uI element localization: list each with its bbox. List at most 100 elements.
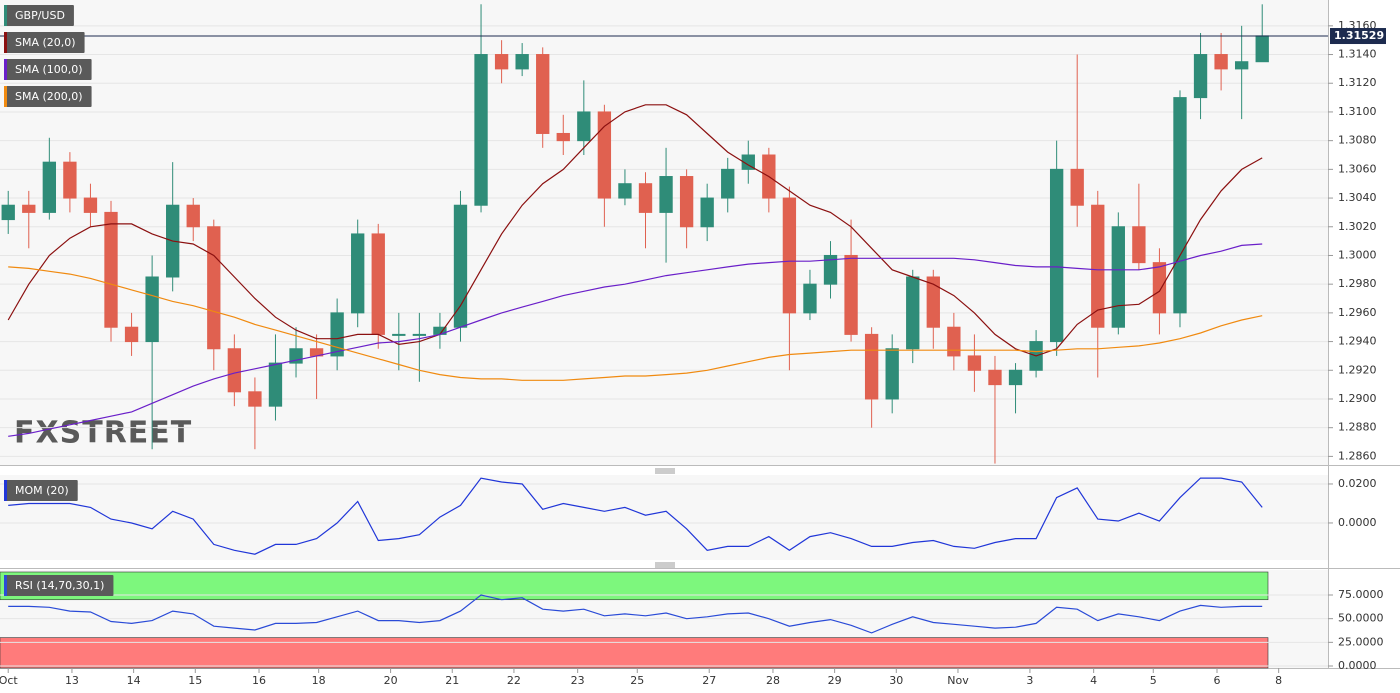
candle-body <box>638 183 653 213</box>
legend-box <box>4 32 85 53</box>
legend-item: SMA (100,0) <box>4 59 92 80</box>
candle-body <box>926 276 940 328</box>
candle-body <box>392 333 406 336</box>
legend-item: GBP/USD <box>4 5 74 26</box>
legend-swatch <box>4 575 7 596</box>
candle-body <box>803 283 817 314</box>
candle-body <box>1152 262 1167 314</box>
candle-body <box>351 233 365 314</box>
x-tick-label: 22 <box>507 674 521 687</box>
candle-body <box>721 168 735 199</box>
price-panel <box>0 0 1328 465</box>
y-tick-label: 1.3080 <box>1338 134 1377 147</box>
candle-body <box>1132 226 1146 264</box>
last-price-box <box>1330 28 1386 45</box>
x-tick-label: 28 <box>766 674 780 687</box>
candle-body <box>248 391 262 407</box>
x-tick-label: 15 <box>188 674 202 687</box>
legend-label: SMA (100,0) <box>15 63 83 76</box>
x-tick-label: 20 <box>384 674 398 687</box>
last-price-label: 1.31529 <box>1334 29 1384 42</box>
legend-box <box>4 480 78 501</box>
candle-body <box>741 154 755 170</box>
candle-body <box>597 111 612 199</box>
candle-body <box>864 333 879 400</box>
y-tick-label: 1.3020 <box>1338 220 1377 233</box>
candle-body <box>556 132 570 142</box>
y-tick-label: 1.3060 <box>1338 162 1377 175</box>
legend-swatch <box>4 32 7 53</box>
x-tick-label: 29 <box>828 674 842 687</box>
y-tick-label: 1.3140 <box>1338 48 1377 61</box>
candle-body <box>823 254 838 285</box>
x-tick-label: Oct <box>0 674 18 687</box>
candle-body <box>42 161 57 213</box>
candle-body <box>268 362 283 407</box>
x-tick-label: 18 <box>312 674 326 687</box>
indicator-line <box>8 594 1263 634</box>
legend-item: SMA (200,0) <box>4 86 92 107</box>
x-tick-label: 25 <box>630 674 644 687</box>
candle-body <box>1091 204 1105 328</box>
mom-panel <box>0 475 1328 560</box>
legend-label: RSI (14,70,30,1) <box>15 579 104 592</box>
resize-handle[interactable] <box>655 562 675 568</box>
y-tick-label: 75.0000 <box>1338 588 1384 601</box>
legend-label: SMA (20,0) <box>15 36 76 49</box>
x-tick-label: 21 <box>445 674 459 687</box>
x-tick-label: 16 <box>252 674 266 687</box>
y-tick-label: 0.0000 <box>1338 659 1377 672</box>
candle-body <box>1214 54 1228 70</box>
candle-body <box>659 176 673 213</box>
x-tick-label: 8 <box>1275 674 1282 687</box>
candle-body <box>1234 61 1249 70</box>
x-tick-label: 14 <box>127 674 141 687</box>
y-tick-label: 1.3000 <box>1338 248 1377 261</box>
legend-label: GBP/USD <box>15 9 65 22</box>
legend-box <box>4 575 114 596</box>
candle-body <box>330 312 344 357</box>
candle-body <box>124 326 139 343</box>
indicator-line <box>8 266 1263 381</box>
candle-body <box>63 161 77 199</box>
legend-swatch <box>4 480 7 501</box>
candle-body <box>515 54 529 70</box>
resize-handle[interactable] <box>655 468 675 474</box>
candle-body <box>412 333 427 336</box>
y-tick-label: 1.2860 <box>1338 449 1377 462</box>
y-tick-label: 1.2920 <box>1338 363 1377 376</box>
y-tick-label: 0.0000 <box>1338 516 1377 529</box>
legend-box <box>4 59 92 80</box>
legend-swatch <box>4 59 7 80</box>
y-tick-label: 1.2980 <box>1338 277 1377 290</box>
candle-body <box>227 348 242 393</box>
y-tick-label: 1.3120 <box>1338 76 1377 89</box>
candle-body <box>679 176 694 228</box>
candle-body <box>947 326 961 357</box>
x-tick-label: 27 <box>702 674 716 687</box>
y-tick-label: 1.2880 <box>1338 421 1377 434</box>
candle-body <box>885 348 899 400</box>
x-tick-label: 5 <box>1150 674 1157 687</box>
y-tick-label: 50.0000 <box>1338 612 1384 625</box>
candle-body <box>22 204 36 213</box>
candle-body <box>207 226 221 350</box>
indicator-line <box>8 243 1263 437</box>
candle-body <box>494 54 509 70</box>
legend-box <box>4 86 92 107</box>
legend-swatch <box>4 5 7 26</box>
watermark: FXSTREET <box>14 416 192 451</box>
legend-item: RSI (14,70,30,1) <box>4 575 114 596</box>
candle-body <box>536 54 550 134</box>
y-tick-label: 1.3100 <box>1338 105 1377 118</box>
overbought-band <box>0 571 1269 601</box>
legend-label: SMA (200,0) <box>15 90 83 103</box>
candle-body <box>700 197 714 228</box>
legend-item: SMA (20,0) <box>4 32 85 53</box>
x-tick-label: 30 <box>889 674 903 687</box>
x-tick-label: 3 <box>1026 674 1033 687</box>
y-tick-label: 0.0200 <box>1338 477 1377 490</box>
candle-body <box>371 233 385 335</box>
candle-body <box>1070 168 1084 206</box>
